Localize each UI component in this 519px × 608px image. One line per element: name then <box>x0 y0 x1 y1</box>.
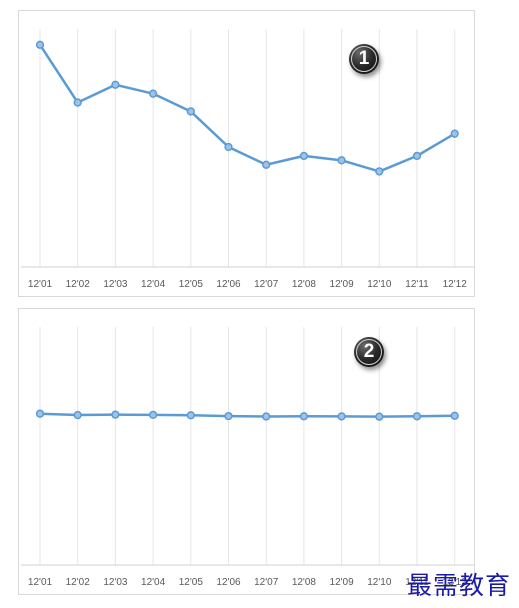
x-tick-label: 12'12 <box>443 577 468 588</box>
x-tick-label: 12'09 <box>330 279 355 290</box>
data-point <box>148 410 158 419</box>
line-chart-1: 12'01 12'02 12'03 12'04 12'05 12'06 12'07 12'08… <box>21 29 474 290</box>
x-tick-label: 12'10 <box>367 279 392 290</box>
x-tick-label: 12'11 <box>405 577 429 588</box>
x-tick-label: 12'03 <box>103 279 128 290</box>
chart-panel-1: 12'01 12'02 12'03 12'04 12'05 12'06 12'07 12'08… <box>18 10 475 297</box>
data-point <box>337 156 346 165</box>
data-point <box>111 80 120 89</box>
data-point <box>262 160 271 169</box>
data-point <box>35 40 45 49</box>
data-point <box>224 142 233 152</box>
chart-panel-2: 12'01 12'02 12'03 12'04 12'05 12'06 12'07 12'08… <box>18 308 475 595</box>
x-tick-label: 12'01 <box>28 279 53 290</box>
data-point <box>375 167 384 176</box>
x-tick-label: 12'07 <box>254 577 279 588</box>
x-tick-label: 12'02 <box>66 279 91 290</box>
x-tick-label: 12'01 <box>28 577 53 588</box>
x-tick-label: 12'04 <box>141 577 166 588</box>
x-tick-label: 12'08 <box>292 279 317 290</box>
x-tick-label: 12'11 <box>405 279 429 290</box>
series-line <box>39 412 455 418</box>
x-tick-label: 12'05 <box>179 577 204 588</box>
data-point <box>450 129 459 138</box>
data-point <box>299 412 309 421</box>
data-point <box>111 410 120 419</box>
x-tick-label: 12'06 <box>216 279 241 290</box>
x-tick-label: 12'09 <box>330 577 355 588</box>
data-point <box>412 412 422 421</box>
watermark-text: 最需教育 <box>406 571 511 600</box>
chart-number-badge-2: 2 <box>354 337 384 367</box>
data-point <box>73 410 82 420</box>
data-point <box>186 107 195 116</box>
x-tick-label: 12'02 <box>66 577 91 588</box>
data-point <box>262 412 271 421</box>
data-point <box>148 89 158 98</box>
data-point <box>375 412 384 421</box>
x-tick-label: 12'03 <box>103 577 128 588</box>
data-point <box>337 412 346 421</box>
data-point <box>299 151 309 161</box>
x-tick-label: 12'10 <box>367 577 392 588</box>
x-tick-label: 12'04 <box>141 279 166 290</box>
data-point <box>186 411 195 420</box>
data-point <box>73 98 82 107</box>
series-line <box>38 44 456 173</box>
x-tick-label: 12'06 <box>216 577 241 588</box>
data-point <box>412 151 422 161</box>
data-point <box>224 411 233 421</box>
chart-number-badge-1: 1 <box>349 44 379 74</box>
x-tick-label: 12'12 <box>443 279 468 290</box>
line-chart-2: 12'01 12'02 12'03 12'04 12'05 12'06 12'07 12'08… <box>21 327 474 588</box>
x-tick-label: 12'08 <box>292 577 317 588</box>
data-point <box>450 411 459 420</box>
x-tick-label: 12'07 <box>254 279 279 290</box>
x-tick-label: 12'05 <box>179 279 204 290</box>
data-point <box>35 409 45 418</box>
